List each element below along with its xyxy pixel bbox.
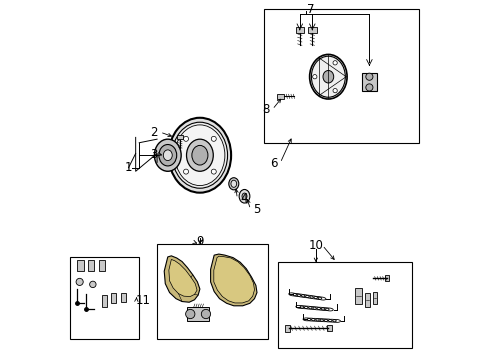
Text: 10: 10	[308, 239, 323, 252]
Circle shape	[332, 89, 337, 93]
Ellipse shape	[163, 150, 172, 161]
Polygon shape	[164, 256, 200, 302]
Bar	[326, 325, 331, 331]
Bar	[121, 293, 125, 302]
Text: 8: 8	[262, 103, 269, 116]
Circle shape	[183, 136, 188, 141]
Circle shape	[365, 73, 372, 80]
Ellipse shape	[230, 180, 236, 187]
Ellipse shape	[191, 145, 207, 165]
Circle shape	[365, 84, 372, 91]
Circle shape	[183, 169, 188, 174]
Bar	[102, 295, 107, 307]
Text: 5: 5	[253, 203, 260, 216]
Bar	[295, 27, 304, 33]
Text: 9: 9	[196, 235, 203, 248]
Polygon shape	[210, 254, 257, 306]
Bar	[276, 94, 284, 99]
Circle shape	[211, 169, 216, 174]
Bar	[278, 262, 411, 348]
Bar	[264, 9, 419, 143]
Ellipse shape	[309, 54, 346, 99]
Polygon shape	[213, 256, 254, 303]
Ellipse shape	[323, 71, 333, 83]
Bar	[372, 292, 376, 304]
Circle shape	[312, 75, 316, 79]
Text: 2: 2	[149, 126, 157, 139]
Ellipse shape	[311, 56, 345, 97]
Ellipse shape	[186, 139, 213, 171]
Circle shape	[332, 61, 337, 65]
Ellipse shape	[175, 125, 224, 185]
Bar	[354, 288, 362, 304]
Text: 7: 7	[306, 3, 314, 16]
Bar	[99, 260, 105, 271]
Circle shape	[185, 309, 195, 319]
Bar	[361, 73, 376, 91]
Text: 11: 11	[135, 294, 150, 307]
Bar	[77, 260, 83, 271]
Circle shape	[76, 278, 83, 285]
Ellipse shape	[159, 144, 176, 166]
Bar	[88, 260, 94, 271]
Bar	[177, 135, 183, 139]
Ellipse shape	[172, 122, 227, 188]
Circle shape	[201, 309, 210, 319]
Polygon shape	[168, 260, 197, 297]
Text: 1: 1	[124, 161, 132, 174]
Bar	[284, 325, 289, 332]
Bar	[157, 244, 267, 339]
Circle shape	[89, 281, 96, 288]
Ellipse shape	[242, 193, 246, 199]
Text: 3: 3	[149, 148, 157, 161]
Bar	[307, 27, 316, 33]
Circle shape	[211, 136, 216, 141]
Text: 4: 4	[240, 192, 247, 205]
Text: 6: 6	[269, 157, 277, 170]
Ellipse shape	[168, 118, 231, 193]
Ellipse shape	[228, 178, 238, 190]
Bar	[385, 275, 388, 281]
Bar	[364, 293, 369, 306]
Ellipse shape	[239, 189, 249, 203]
Ellipse shape	[154, 139, 181, 171]
Bar	[69, 257, 139, 339]
Bar	[110, 293, 116, 303]
Bar	[187, 307, 208, 321]
